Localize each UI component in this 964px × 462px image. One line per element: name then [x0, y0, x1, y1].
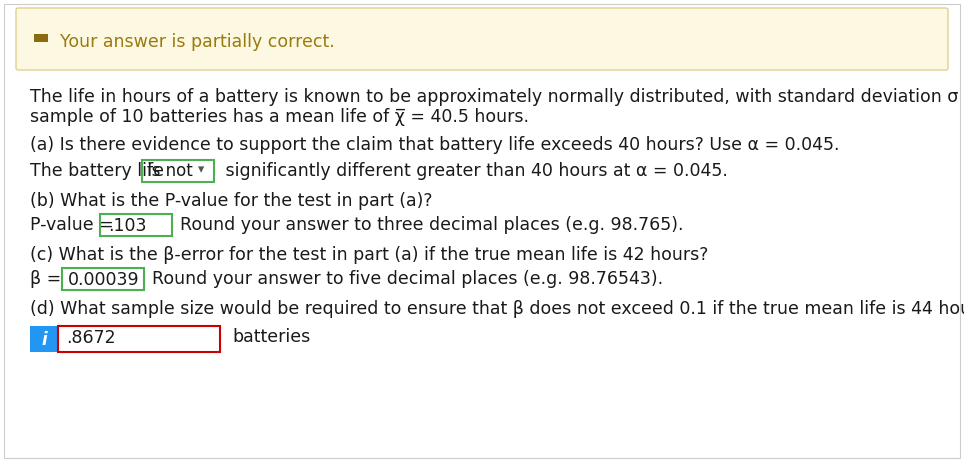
Text: (d) What sample size would be required to ensure that β does not exceed 0.1 if t: (d) What sample size would be required t… — [30, 300, 964, 318]
Text: The battery life: The battery life — [30, 162, 164, 180]
Text: ▾: ▾ — [198, 163, 204, 176]
Text: (a) Is there evidence to support the claim that battery life exceeds 40 hours? U: (a) Is there evidence to support the cla… — [30, 136, 840, 154]
Text: significantly different greater than 40 hours at α = 0.045.: significantly different greater than 40 … — [220, 162, 728, 180]
Text: Round your answer to three decimal places (e.g. 98.765).: Round your answer to three decimal place… — [180, 216, 683, 234]
Text: is not: is not — [147, 162, 193, 180]
Bar — [142, 160, 214, 182]
Text: (b) What is the P-value for the test in part (a)?: (b) What is the P-value for the test in … — [30, 192, 433, 210]
Text: i: i — [41, 331, 47, 349]
Bar — [100, 214, 172, 236]
Text: The life in hours of a battery is known to be approximately normally distributed: The life in hours of a battery is known … — [30, 88, 964, 106]
Text: Your answer is partially correct.: Your answer is partially correct. — [60, 33, 335, 51]
Bar — [58, 326, 220, 352]
Text: batteries: batteries — [232, 328, 310, 346]
Text: Round your answer to five decimal places (e.g. 98.76543).: Round your answer to five decimal places… — [152, 270, 663, 288]
Bar — [30, 326, 58, 352]
Text: sample of 10 batteries has a mean life of χ̅ = 40.5 hours.: sample of 10 batteries has a mean life o… — [30, 108, 529, 126]
Bar — [34, 34, 48, 42]
Text: .8672: .8672 — [66, 329, 116, 347]
Text: (c) What is the β-error for the test in part (a) if the true mean life is 42 hou: (c) What is the β-error for the test in … — [30, 246, 709, 264]
Bar — [62, 268, 144, 290]
Text: 0.00039: 0.00039 — [68, 271, 140, 289]
Text: β =: β = — [30, 270, 67, 288]
FancyBboxPatch shape — [16, 8, 948, 70]
Text: .103: .103 — [108, 217, 147, 235]
Text: P-value =: P-value = — [30, 216, 120, 234]
